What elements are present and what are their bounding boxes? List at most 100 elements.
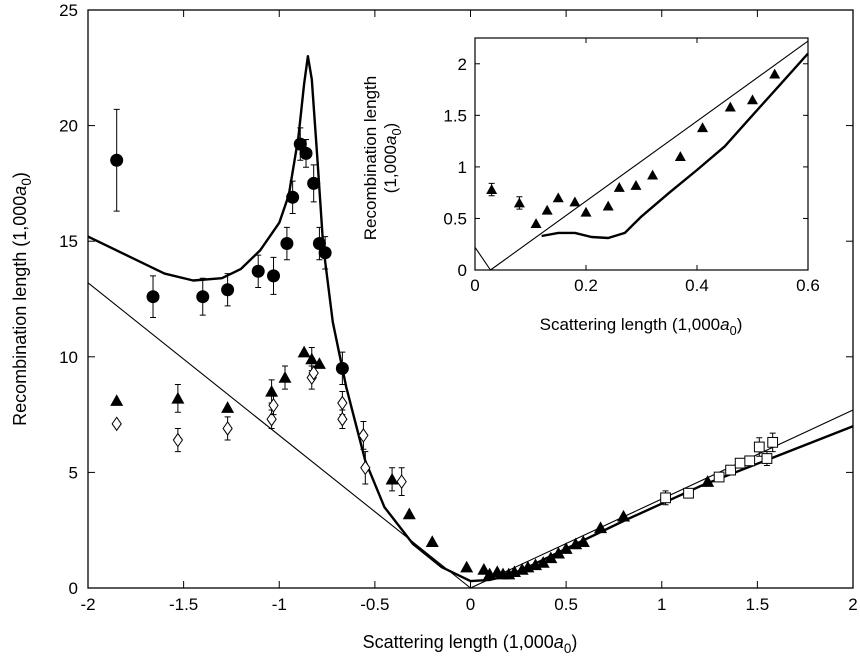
main-point-open-diamond <box>268 397 279 413</box>
inset-point-filled-triangle <box>613 182 625 192</box>
main-point-open-diamond <box>111 416 122 432</box>
main-point-filled-triangle <box>551 546 565 559</box>
main-x-tick-label: 0.5 <box>554 595 578 614</box>
main-point-filled-circle <box>146 290 160 304</box>
inset-point-filled-triangle <box>569 196 581 207</box>
inset-point-filled-triangle <box>486 184 498 194</box>
main-x-tick-label: -2 <box>80 595 95 614</box>
main-x-axis-label: Scattering length (1,000a0) <box>363 632 578 656</box>
main-point-filled-triangle <box>576 535 590 547</box>
main-point-filled-circle <box>196 290 210 304</box>
main-point-open-diamond <box>360 460 371 476</box>
main-point-filled-triangle <box>305 352 319 365</box>
main-point-open-diamond <box>396 474 407 490</box>
inset-curve-thick <box>541 52 809 240</box>
main-y-tick-label: 15 <box>59 232 78 251</box>
main-point-open-square <box>744 455 756 467</box>
main-y-tick-label: 10 <box>59 348 78 367</box>
main-point-filled-circle <box>251 264 265 278</box>
main-point-open-square <box>753 441 765 453</box>
main-point-open-diamond <box>337 411 348 427</box>
inset-y-tick-label: 1.5 <box>443 106 467 125</box>
inset-point-filled-triangle <box>724 101 736 112</box>
main-point-filled-circle <box>221 283 235 297</box>
main-point-open-square <box>761 453 773 464</box>
inset-y-tick-label: 2 <box>458 55 467 74</box>
inset-plot-frame <box>474 37 809 271</box>
inset-background <box>475 38 808 270</box>
main-point-open-diamond <box>308 365 319 381</box>
main-x-tick-label: -1 <box>272 595 287 614</box>
main-x-tick-label: 0 <box>466 595 475 614</box>
inset-point-filled-triangle <box>513 197 525 208</box>
main-point-filled-triangle <box>617 509 630 522</box>
main-x-tick-label: 1.5 <box>746 595 770 614</box>
main-point-open-diamond <box>358 428 369 443</box>
main-point-filled-circle <box>299 146 313 160</box>
inset-points <box>486 68 781 228</box>
inset-y-axis-label: Recombination length(1,000a0) <box>361 76 404 240</box>
main-y-tick-label: 5 <box>69 463 78 482</box>
inset-ticks: 0 0.2 0.4 0.6 0 0.5 1 1.5 2 <box>443 38 820 295</box>
main-point-open-square <box>767 436 779 448</box>
inset-plot: 0 0.2 0.4 0.6 0 0.5 1 1.5 2 Scattering length (1… <box>361 37 820 338</box>
main-y-axis-label: Recombination length (1,000a0) <box>10 172 34 426</box>
main-point-filled-triangle <box>221 401 235 413</box>
inset-x-axis-label: Scattering length (1,000a0) <box>540 315 743 338</box>
main-point-open-diamond <box>337 395 348 411</box>
inset-point-filled-triangle <box>541 204 553 215</box>
inset-y-tick-label: 0.5 <box>443 209 467 228</box>
main-x-tick-label: -0.5 <box>360 595 389 614</box>
main-point-filled-circle <box>335 361 349 375</box>
inset-point-filled-triangle <box>747 94 758 105</box>
main-point-filled-circle <box>307 176 321 190</box>
main-point-filled-triangle <box>297 345 311 358</box>
main-x-tick-label: 2 <box>848 595 857 614</box>
main-point-open-square <box>683 487 694 499</box>
main-x-tick-label: 1 <box>657 595 666 614</box>
inset-x-tick-label: 0.2 <box>574 276 598 295</box>
main-y-tick-label: 25 <box>59 1 78 20</box>
main-point-filled-triangle <box>559 542 573 554</box>
main-point-filled-triangle <box>171 391 185 404</box>
main-point-open-square <box>725 464 736 476</box>
main-point-filled-triangle <box>312 357 326 369</box>
inset-point-filled-triangle <box>697 122 709 133</box>
main-y-tick-label: 0 <box>69 579 78 598</box>
main-point-filled-triangle <box>402 507 416 520</box>
inset-x-tick-label: 0 <box>470 276 479 295</box>
inset-y-tick-label: 0 <box>458 261 467 280</box>
main-point-filled-circle <box>110 153 124 167</box>
main-point-filled-triangle <box>460 560 474 573</box>
inset-point-filled-triangle <box>769 68 781 79</box>
main-point-open-diamond <box>222 421 233 436</box>
main-point-filled-triangle <box>544 551 558 564</box>
main-point-filled-triangle <box>477 563 491 575</box>
inset-point-filled-triangle <box>552 192 564 203</box>
main-point-filled-triangle <box>425 535 439 547</box>
main-point-filled-triangle <box>536 556 550 568</box>
main-point-filled-circle <box>286 190 300 204</box>
main-point-filled-triangle <box>110 394 124 406</box>
main-point-open-square <box>713 471 725 483</box>
main-points <box>110 108 779 580</box>
main-point-filled-triangle <box>701 475 715 487</box>
main-point-open-diamond <box>266 411 277 427</box>
main-point-filled-triangle <box>385 472 399 485</box>
main-x-tick-label: -1.5 <box>169 595 198 614</box>
inset-point-filled-triangle <box>602 200 614 211</box>
main-point-filled-circle <box>280 237 294 251</box>
inset-x-tick-label: 0.4 <box>685 276 709 295</box>
inset-point-filled-triangle <box>647 169 659 180</box>
inset-point-filled-triangle <box>674 151 686 161</box>
inset-point-filled-triangle <box>580 206 592 217</box>
main-point-filled-circle <box>267 269 281 283</box>
main-point-open-diamond <box>172 432 184 448</box>
main-y-tick-label: 20 <box>59 117 78 136</box>
inset-point-filled-triangle <box>530 218 542 228</box>
inset-point-filled-triangle <box>630 179 642 190</box>
main-point-filled-triangle <box>594 521 608 534</box>
